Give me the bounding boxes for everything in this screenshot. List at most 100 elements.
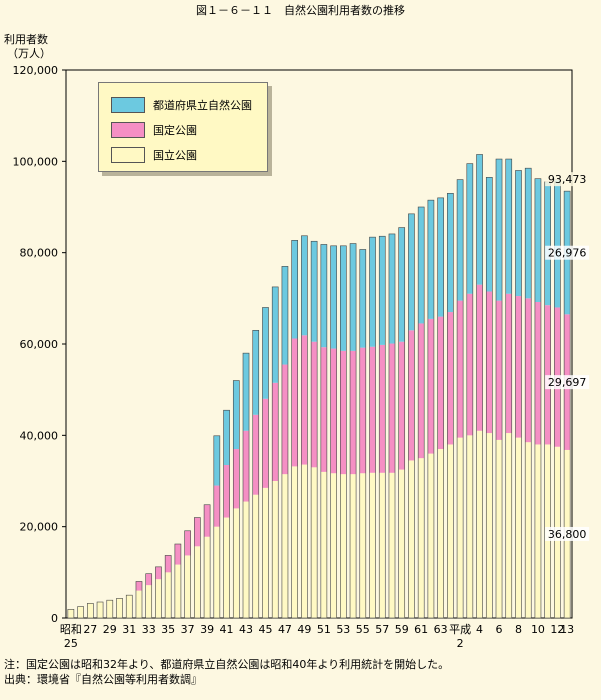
bar-national	[126, 595, 133, 618]
bar-quasi	[457, 300, 464, 438]
bar-national	[174, 564, 181, 618]
bar-national	[145, 585, 152, 618]
bar-quasi	[544, 305, 551, 445]
bar-quasi	[398, 341, 405, 470]
bar-outline	[340, 245, 347, 619]
bar-quasi	[476, 284, 483, 431]
bar-prefectural	[408, 213, 415, 331]
x-tick-label: 55	[356, 623, 370, 636]
bar-prefectural	[466, 163, 473, 294]
bar-outline	[320, 244, 328, 619]
bar-outline	[194, 517, 201, 619]
bar-prefectural	[233, 380, 240, 450]
bar-prefectural	[243, 353, 250, 431]
x-tick-label: 45	[258, 623, 272, 636]
y-tick-label: 120,000	[13, 64, 59, 77]
x-tick-label: 33	[142, 623, 156, 636]
bar-national	[67, 609, 74, 618]
bar-prefectural	[272, 286, 279, 383]
bar-prefectural	[262, 307, 269, 399]
bar-outline	[505, 158, 513, 619]
bar-outline	[476, 154, 483, 619]
bar-prefectural	[350, 243, 357, 351]
bar-national	[515, 437, 522, 618]
bar-quasi	[184, 530, 191, 556]
bar-national	[262, 487, 269, 618]
y-tick-label: 0	[51, 612, 58, 625]
bar-national	[106, 600, 113, 618]
bar-outline	[330, 245, 337, 619]
bar-outline	[223, 409, 230, 619]
bar-national	[427, 453, 434, 618]
bar-national	[388, 472, 395, 618]
bar-quasi	[194, 517, 201, 547]
bar-national	[233, 508, 240, 618]
legend-item-prefectural: 都道府県立自然公園	[111, 97, 252, 113]
bar-outline	[262, 307, 269, 619]
bar-outline	[116, 598, 123, 619]
bar-outline	[184, 530, 191, 619]
bar-outline	[427, 199, 435, 619]
bar-outline	[349, 243, 357, 619]
x-tick-label: 37	[181, 623, 195, 636]
bar-quasi	[252, 414, 259, 495]
bar-quasi	[359, 347, 366, 474]
x-tick-label: 41	[220, 623, 234, 636]
bar-quasi	[281, 364, 288, 475]
bar-outline	[388, 233, 396, 619]
bar-quasi	[301, 335, 308, 465]
bar-prefectural	[281, 266, 288, 365]
bar-outline	[369, 236, 376, 619]
bar-outline	[155, 566, 162, 619]
bar-national	[97, 602, 104, 618]
bar-quasi	[350, 350, 357, 475]
x-tick-label: 12	[550, 623, 564, 636]
x-tick-label: 10	[531, 623, 545, 636]
bar-prefectural	[213, 435, 220, 486]
bar-prefectural	[418, 207, 425, 324]
bar-quasi	[369, 346, 376, 473]
bar-outline	[310, 240, 318, 619]
legend-label-prefectural: 都道府県立自然公園	[153, 99, 252, 112]
bar-national	[525, 442, 532, 618]
x-tick-label: 59	[395, 623, 409, 636]
legend-item-national: 国立公園	[111, 147, 197, 163]
bar-national	[379, 472, 386, 618]
bar-outline	[213, 435, 221, 619]
x-tick-label: 4	[476, 623, 483, 636]
bar-quasi	[243, 430, 250, 502]
bar-quasi	[515, 296, 522, 438]
bar-outline	[447, 193, 454, 619]
bar-national	[213, 526, 220, 618]
bar-prefectural	[252, 330, 259, 415]
bar-outline	[77, 606, 84, 619]
bar-outline	[232, 380, 240, 619]
bar-prefectural	[330, 245, 337, 349]
bar-national	[272, 481, 279, 618]
annotation-total-bg	[545, 172, 590, 187]
bar-quasi	[447, 312, 454, 445]
y-axis-label: 利用者数	[4, 33, 48, 46]
bar-outline	[252, 329, 260, 619]
bar-national	[252, 494, 259, 618]
bar-quasi	[262, 398, 269, 488]
legend: 都道府県立自然公園 国定公園 国立公園	[98, 82, 268, 172]
x-tick-label: 29	[103, 623, 117, 636]
bar-quasi	[534, 301, 541, 445]
x-tick-label: 63	[434, 623, 448, 636]
bar-outline	[271, 286, 279, 619]
bar-national	[155, 579, 162, 618]
bar-outline	[106, 599, 114, 619]
figure-title: 図１－６－１１ 自然公園利用者数の推移	[196, 4, 405, 17]
bar-prefectural	[486, 177, 493, 292]
annotation-total: 93,473	[548, 173, 587, 186]
bar-national	[204, 536, 211, 618]
bar-outline	[417, 206, 425, 619]
bar-quasi	[174, 544, 181, 565]
bar-quasi	[408, 330, 415, 461]
bar-national	[87, 603, 94, 618]
x-tick-label: 平成 2	[449, 623, 471, 650]
bar-outline	[291, 240, 298, 619]
bar-outline	[67, 609, 75, 619]
bar-national	[359, 473, 366, 618]
